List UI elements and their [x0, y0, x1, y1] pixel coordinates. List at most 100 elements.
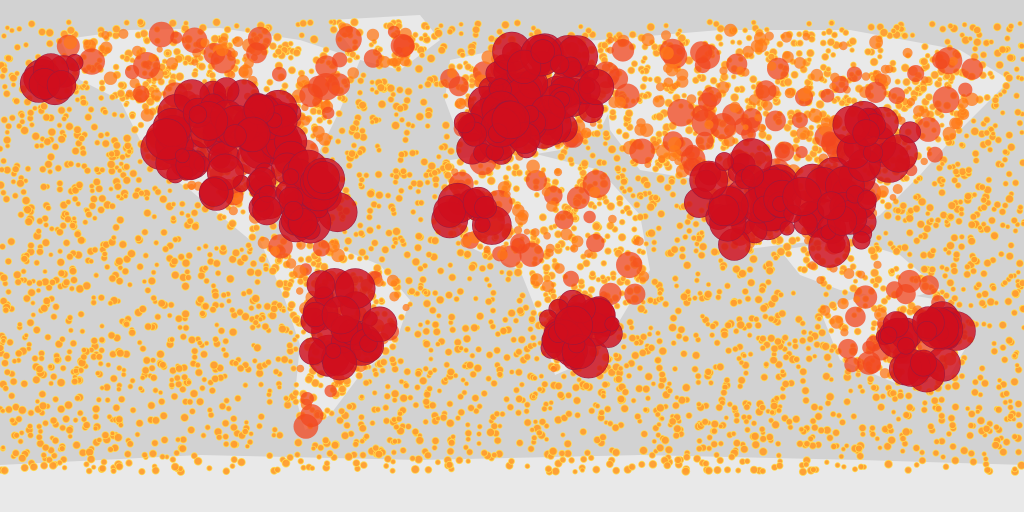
point-marker [219, 244, 227, 252]
point-marker [104, 263, 111, 271]
point-marker [672, 431, 680, 440]
point-marker [35, 279, 44, 287]
point-marker [614, 165, 622, 173]
point-marker [142, 252, 149, 259]
point-marker [276, 384, 282, 390]
point-marker [30, 300, 36, 306]
point-marker [473, 179, 479, 186]
point-marker [621, 388, 630, 396]
point-marker [403, 96, 411, 105]
point-marker [2, 195, 11, 203]
point-marker [988, 39, 995, 45]
point-marker [139, 374, 146, 381]
point-marker [160, 228, 168, 237]
point-marker [427, 369, 434, 376]
point-marker [990, 285, 997, 292]
point-marker [352, 131, 362, 140]
point-marker [287, 66, 296, 75]
point-marker [769, 409, 776, 416]
point-marker [1001, 156, 1009, 163]
point-marker [625, 372, 633, 379]
landmass-antarctica [0, 455, 1024, 512]
point-marker [884, 459, 893, 469]
point-marker [92, 215, 98, 221]
point-marker [9, 73, 18, 83]
point-marker [79, 328, 86, 335]
point-marker [222, 337, 230, 345]
point-marker [720, 330, 729, 339]
point-marker [987, 146, 994, 153]
point-marker [338, 127, 346, 135]
point-marker [77, 310, 85, 318]
point-marker [681, 383, 691, 392]
point-marker [66, 314, 74, 321]
point-marker [505, 276, 512, 283]
point-marker [241, 312, 250, 321]
point-marker [236, 364, 245, 373]
point-marker [211, 374, 220, 383]
point-marker [443, 162, 453, 172]
point-marker [759, 334, 767, 343]
point-marker [639, 69, 645, 75]
point-marker [554, 210, 574, 230]
point-marker [710, 440, 718, 449]
point-marker [1005, 73, 1014, 83]
point-marker [370, 239, 379, 247]
point-marker [869, 424, 876, 432]
point-marker [765, 266, 775, 276]
point-marker [34, 398, 41, 404]
point-marker [718, 41, 724, 47]
point-marker [620, 344, 627, 350]
point-marker [799, 377, 807, 385]
point-marker [660, 46, 674, 60]
point-marker [476, 431, 482, 437]
point-marker [403, 367, 412, 376]
point-marker [149, 357, 157, 364]
point-marker [384, 383, 391, 390]
point-marker [14, 278, 22, 286]
point-marker [751, 440, 761, 450]
point-marker [45, 456, 54, 464]
point-marker [784, 87, 796, 99]
point-marker [819, 39, 827, 47]
point-marker [1017, 204, 1024, 211]
point-marker [393, 240, 399, 246]
point-marker [967, 220, 977, 229]
point-marker [239, 247, 245, 253]
point-marker [378, 297, 385, 304]
point-marker [660, 435, 670, 445]
point-marker [736, 39, 743, 46]
point-marker [529, 427, 535, 433]
point-marker [108, 150, 116, 158]
point-marker [696, 437, 703, 445]
point-marker [486, 282, 493, 289]
point-marker [536, 386, 543, 393]
point-marker [1004, 297, 1013, 306]
point-marker [141, 228, 149, 236]
point-marker [646, 331, 653, 337]
point-marker [717, 440, 724, 447]
point-marker [379, 367, 386, 374]
point-marker [750, 84, 757, 90]
point-marker [35, 433, 43, 441]
point-marker [0, 66, 9, 74]
point-marker [463, 250, 472, 259]
point-marker [428, 306, 437, 315]
point-marker [65, 19, 72, 26]
point-marker [469, 352, 476, 359]
point-marker [811, 144, 820, 153]
point-marker [287, 300, 296, 309]
point-marker [738, 269, 747, 279]
point-marker [605, 460, 614, 469]
point-marker [846, 66, 863, 82]
point-marker [781, 379, 790, 388]
point-marker [414, 455, 424, 464]
point-marker [228, 219, 237, 228]
point-marker [222, 433, 230, 441]
point-marker [996, 377, 1003, 383]
point-marker [66, 106, 73, 113]
point-marker [422, 397, 431, 406]
point-marker [823, 353, 832, 362]
